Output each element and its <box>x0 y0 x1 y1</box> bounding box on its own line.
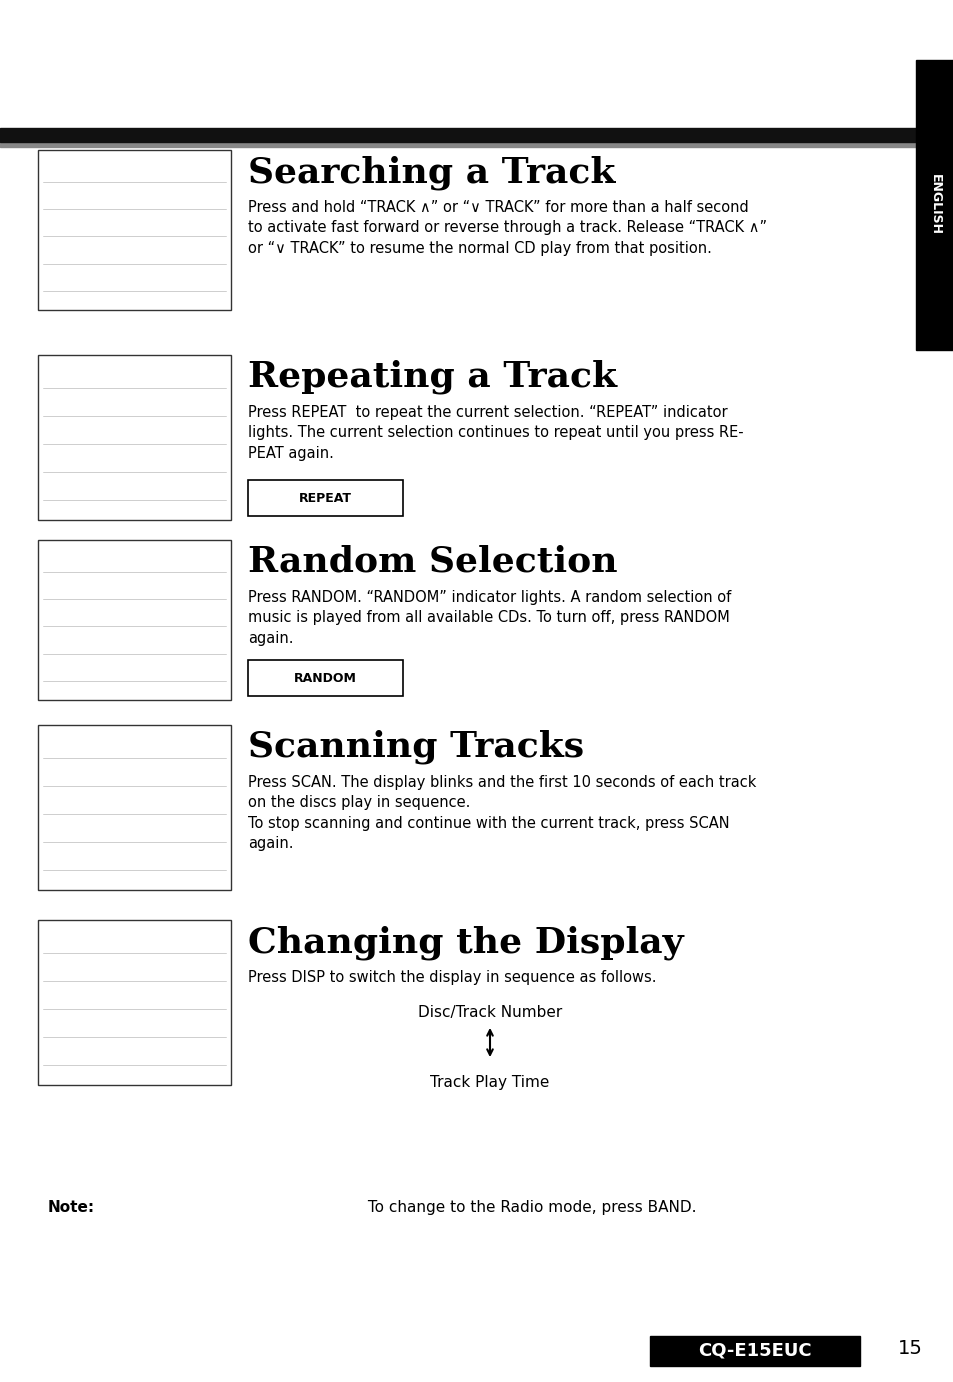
Text: ENGLISH: ENGLISH <box>927 174 941 235</box>
Text: Scanning Tracks: Scanning Tracks <box>248 730 583 764</box>
Bar <box>248 480 402 515</box>
Text: Changing the Display: Changing the Display <box>248 925 683 959</box>
Text: REPEAT: REPEAT <box>298 492 352 504</box>
Bar <box>38 920 231 1085</box>
Text: Press REPEAT  to repeat the current selection. “REPEAT” indicator
lights. The cu: Press REPEAT to repeat the current selec… <box>248 405 742 460</box>
Text: Random Selection: Random Selection <box>248 545 617 579</box>
Text: Press RANDOM. “RANDOM” indicator lights. A random selection of
music is played f: Press RANDOM. “RANDOM” indicator lights.… <box>248 590 731 645</box>
Text: Disc/Track Number: Disc/Track Number <box>417 1005 561 1020</box>
Bar <box>38 726 231 890</box>
Bar <box>649 1336 859 1365</box>
Text: Press DISP to switch the display in sequence as follows.: Press DISP to switch the display in sequ… <box>248 970 656 985</box>
Text: Searching a Track: Searching a Track <box>248 155 615 189</box>
Bar <box>38 540 231 701</box>
Text: CQ-E15EUC: CQ-E15EUC <box>698 1342 811 1360</box>
Text: To change to the Radio mode, press BAND.: To change to the Radio mode, press BAND. <box>362 1200 696 1215</box>
Bar <box>38 726 231 890</box>
Text: RANDOM: RANDOM <box>294 672 356 684</box>
Bar <box>0 129 915 142</box>
Bar <box>38 355 231 520</box>
Bar <box>38 920 231 1085</box>
Bar <box>38 151 231 310</box>
Bar <box>0 142 915 146</box>
Bar <box>248 661 402 697</box>
Bar <box>38 355 231 520</box>
Bar <box>38 151 231 310</box>
Text: Repeating a Track: Repeating a Track <box>248 359 617 394</box>
Bar <box>915 59 953 350</box>
Text: Press and hold “TRACK ∧” or “∨ TRACK” for more than a half second
to activate fa: Press and hold “TRACK ∧” or “∨ TRACK” fo… <box>248 200 766 256</box>
Bar <box>38 540 231 701</box>
Text: Track Play Time: Track Play Time <box>430 1075 549 1090</box>
Text: Note:: Note: <box>48 1200 95 1215</box>
Text: 15: 15 <box>897 1339 922 1357</box>
Text: Press SCAN. The display blinks and the first 10 seconds of each track
on the dis: Press SCAN. The display blinks and the f… <box>248 775 756 851</box>
